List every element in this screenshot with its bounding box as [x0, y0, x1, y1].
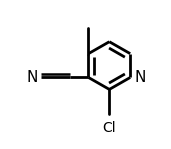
Text: N: N: [135, 70, 146, 85]
Text: Cl: Cl: [103, 121, 116, 135]
Text: N: N: [27, 70, 38, 85]
